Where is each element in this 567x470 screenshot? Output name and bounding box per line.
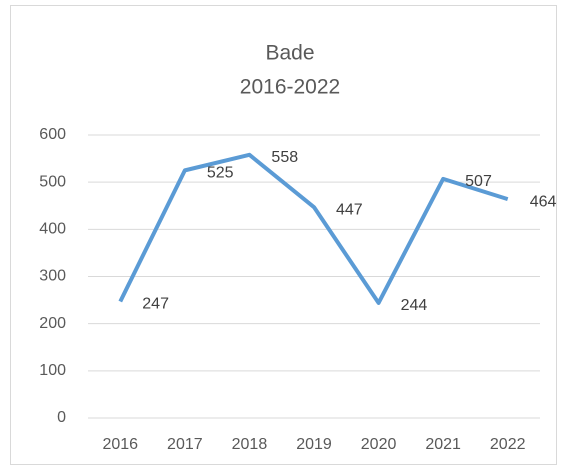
chart-title: Bade: [265, 42, 314, 65]
chart-frame: [10, 5, 557, 465]
x-tick-label: 2018: [232, 436, 268, 453]
data-label: 464: [530, 193, 557, 210]
chart-subtitle: 2016-2022: [240, 76, 340, 99]
x-tick-label: 2021: [425, 436, 461, 453]
data-label: 558: [271, 149, 298, 166]
data-label: 507: [465, 173, 492, 190]
data-label: 244: [401, 297, 428, 314]
x-tick-label: 2017: [167, 436, 203, 453]
y-tick-label: 600: [39, 126, 66, 143]
data-label: 247: [142, 296, 169, 313]
y-tick-label: 100: [39, 362, 66, 379]
x-tick-label: 2020: [361, 436, 397, 453]
y-tick-label: 0: [57, 409, 66, 426]
y-tick-label: 200: [39, 315, 66, 332]
x-tick-label: 2022: [490, 436, 526, 453]
x-tick-label: 2016: [102, 436, 138, 453]
data-line: [118, 152, 509, 305]
y-tick-label: 500: [39, 173, 66, 190]
y-tick-label: 300: [39, 268, 66, 285]
data-label: 525: [207, 165, 234, 182]
y-tick-label: 400: [39, 221, 66, 238]
x-tick-label: 2019: [296, 436, 332, 453]
data-label: 447: [336, 201, 363, 218]
